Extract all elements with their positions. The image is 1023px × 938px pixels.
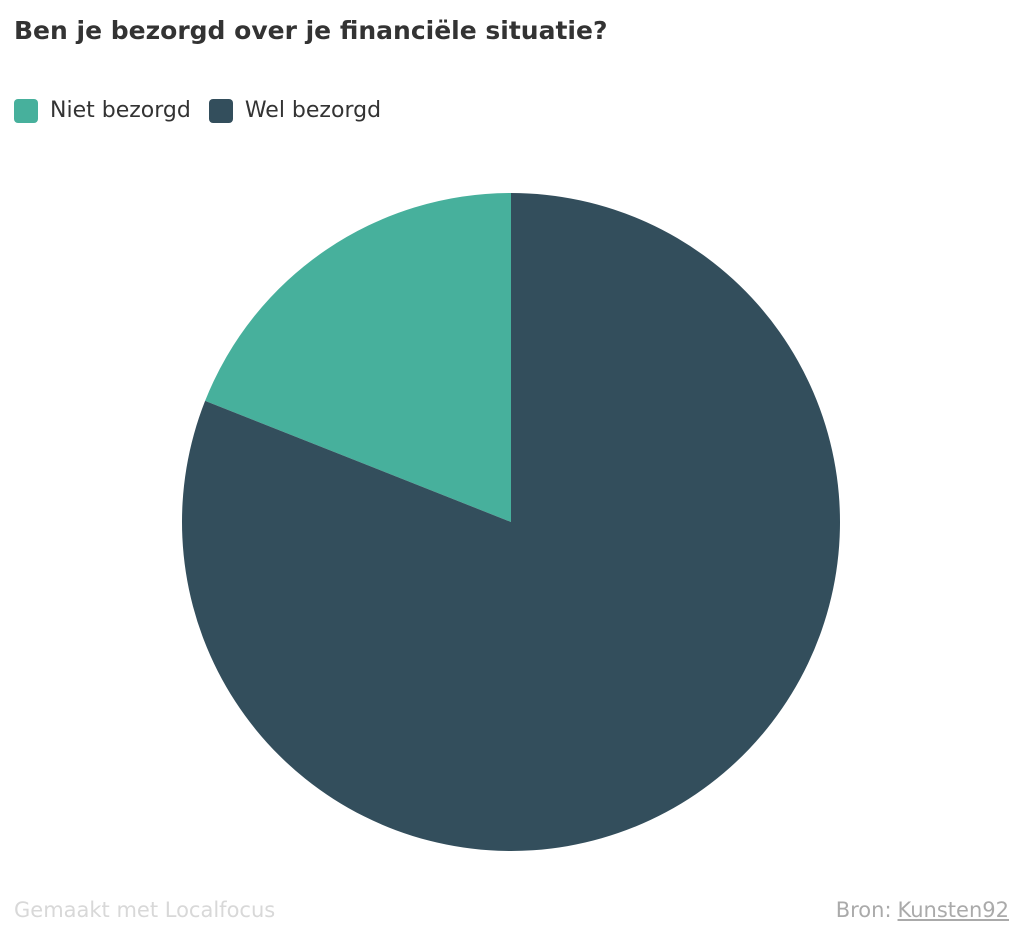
credit-text: Gemaakt met Localfocus bbox=[14, 898, 276, 922]
legend-swatch-niet-bezorgd bbox=[14, 98, 38, 123]
chart-title: Ben je bezorgd over je financiële situat… bbox=[14, 16, 608, 45]
legend-item-wel-bezorgd: Wel bezorgd bbox=[208, 98, 382, 123]
pie-slice-wel-bezorgd bbox=[181, 193, 841, 852]
legend-swatch-wel-bezorgd bbox=[208, 98, 233, 123]
source-link[interactable]: Kunsten92 bbox=[897, 898, 1009, 922]
source-label: Bron: bbox=[835, 898, 892, 922]
legend-label: Niet bezorgd bbox=[50, 98, 191, 123]
legend: Niet bezorgd Wel bezorgd bbox=[14, 98, 399, 123]
legend-item-niet-bezorgd: Niet bezorgd bbox=[14, 98, 191, 123]
source: Bron: Kunsten92 bbox=[836, 898, 1009, 922]
legend-label: Wel bezorgd bbox=[244, 98, 382, 123]
pie-slice-niet-bezorgd bbox=[205, 193, 512, 522]
